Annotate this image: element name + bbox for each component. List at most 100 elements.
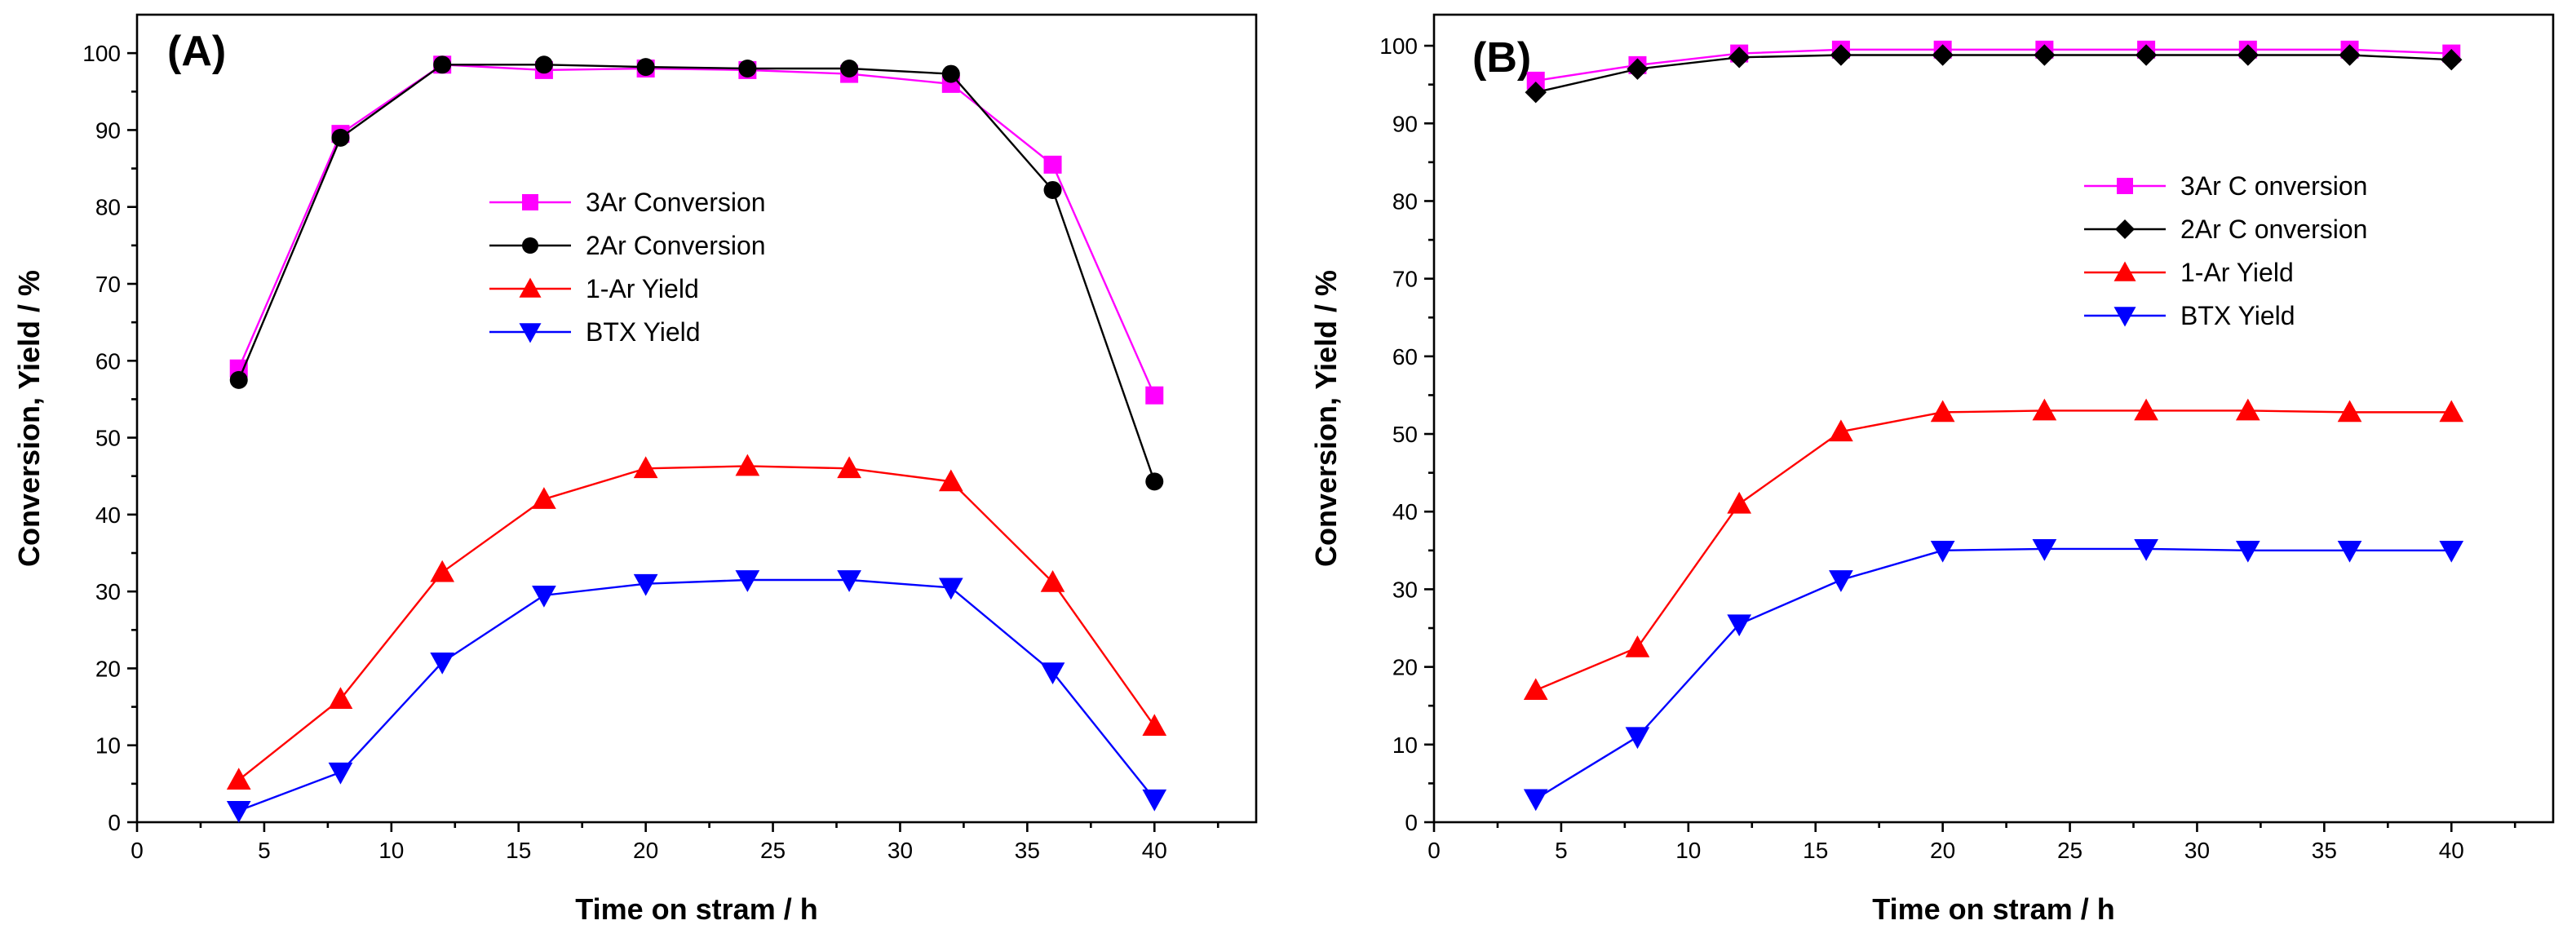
y-tick-label: 90	[95, 117, 121, 143]
y-tick-label: 10	[1392, 732, 1418, 758]
legend-marker	[522, 237, 538, 254]
data-point	[735, 454, 760, 476]
data-point	[1145, 386, 1164, 405]
data-point	[2441, 49, 2463, 71]
data-point	[433, 55, 452, 74]
data-point	[226, 800, 251, 823]
data-point	[1526, 71, 1545, 90]
legend-label: 2Ar Conversion	[586, 231, 766, 260]
series-1	[229, 55, 1164, 491]
series-3	[1523, 539, 2464, 812]
legend-label: BTX Yield	[586, 317, 701, 347]
series-line	[237, 64, 1156, 396]
x-tick-label: 40	[2439, 838, 2464, 863]
data-point	[1523, 789, 1548, 812]
y-tick-label: 30	[95, 579, 121, 604]
data-point	[331, 128, 350, 147]
data-point	[1930, 540, 1955, 563]
legend-item: 2Ar C onversion	[2084, 215, 2367, 244]
y-tick-label: 30	[1392, 577, 1418, 602]
panel-label: (A)	[167, 28, 226, 75]
legend-label: 3Ar C onversion	[2180, 171, 2367, 201]
data-point	[636, 58, 655, 77]
x-tick-label: 5	[1555, 838, 1568, 863]
data-point	[2032, 539, 2057, 561]
series-group	[1523, 40, 2464, 812]
series-line	[1535, 547, 2452, 800]
x-tick-label: 0	[1427, 838, 1441, 863]
legend-label: 1-Ar Yield	[586, 274, 699, 303]
y-tick-label: 20	[95, 656, 121, 681]
data-point	[532, 585, 556, 608]
data-point	[1523, 678, 1548, 701]
series-line	[1535, 409, 2452, 692]
data-point	[229, 370, 248, 389]
x-tick-label: 35	[1015, 838, 1040, 863]
data-point	[532, 487, 556, 509]
y-tick-label: 40	[95, 502, 121, 528]
x-axis-title: Time on stram / h	[1872, 892, 2114, 926]
series-3	[226, 570, 1167, 823]
x-tick-label: 5	[258, 838, 271, 863]
data-point	[1142, 714, 1167, 737]
x-tick-label: 30	[887, 838, 913, 863]
y-axis-title: Conversion, Yield / %	[12, 270, 46, 567]
plot-frame	[135, 13, 1258, 824]
legend-marker	[2113, 307, 2136, 327]
x-axis-title: Time on stram / h	[575, 892, 817, 926]
legend-marker	[2113, 261, 2136, 281]
legend-item: 1-Ar Yield	[489, 274, 699, 303]
x-tick-label: 25	[760, 838, 786, 863]
data-point	[1727, 491, 1752, 514]
data-point	[2235, 540, 2260, 563]
legend-item: 2Ar Conversion	[489, 231, 766, 260]
data-point	[430, 560, 455, 582]
data-point	[2337, 400, 2362, 423]
data-point	[633, 573, 658, 596]
data-point	[2339, 44, 2361, 66]
data-point	[1625, 727, 1650, 750]
data-point	[534, 55, 553, 74]
data-point	[1040, 662, 1065, 684]
data-point	[738, 60, 757, 77]
legend-marker	[519, 323, 542, 343]
x-tick-label: 20	[633, 838, 658, 863]
y-tick-label: 80	[95, 195, 121, 220]
legend-item: BTX Yield	[2084, 301, 2295, 330]
series-line	[237, 465, 1156, 781]
legend-label: 2Ar C onversion	[2180, 215, 2367, 244]
data-point	[328, 762, 353, 785]
data-point	[1040, 569, 1065, 592]
data-point	[2032, 398, 2057, 421]
series-line	[237, 64, 1156, 482]
data-point	[1142, 789, 1167, 812]
legend-label: 3Ar Conversion	[586, 188, 766, 217]
y-tick-label: 100	[82, 41, 121, 66]
data-point	[2235, 398, 2260, 421]
data-point	[938, 577, 963, 600]
legend-marker	[2117, 178, 2133, 194]
y-tick-label: 70	[1392, 267, 1418, 292]
data-point	[226, 768, 251, 790]
x-tick-label: 40	[1142, 838, 1167, 863]
data-point	[840, 60, 859, 77]
legend-item: BTX Yield	[489, 317, 701, 347]
x-tick-label: 20	[1930, 838, 1955, 863]
legend-item: 3Ar Conversion	[489, 188, 766, 217]
legend-marker	[519, 277, 542, 298]
data-point	[2337, 540, 2362, 563]
y-tick-label: 60	[1392, 344, 1418, 370]
x-tick-label: 15	[1803, 838, 1828, 863]
legend-item: 3Ar C onversion	[2084, 171, 2367, 201]
y-tick-label: 50	[95, 426, 121, 451]
data-point	[430, 653, 455, 675]
data-point	[941, 64, 960, 83]
legend-marker	[2115, 219, 2135, 239]
data-point	[2134, 539, 2158, 561]
data-point	[1930, 400, 1955, 423]
data-point	[1627, 58, 1649, 80]
data-point	[1829, 419, 1853, 442]
x-tick-label: 35	[2312, 838, 2337, 863]
y-tick-label: 10	[95, 733, 121, 759]
